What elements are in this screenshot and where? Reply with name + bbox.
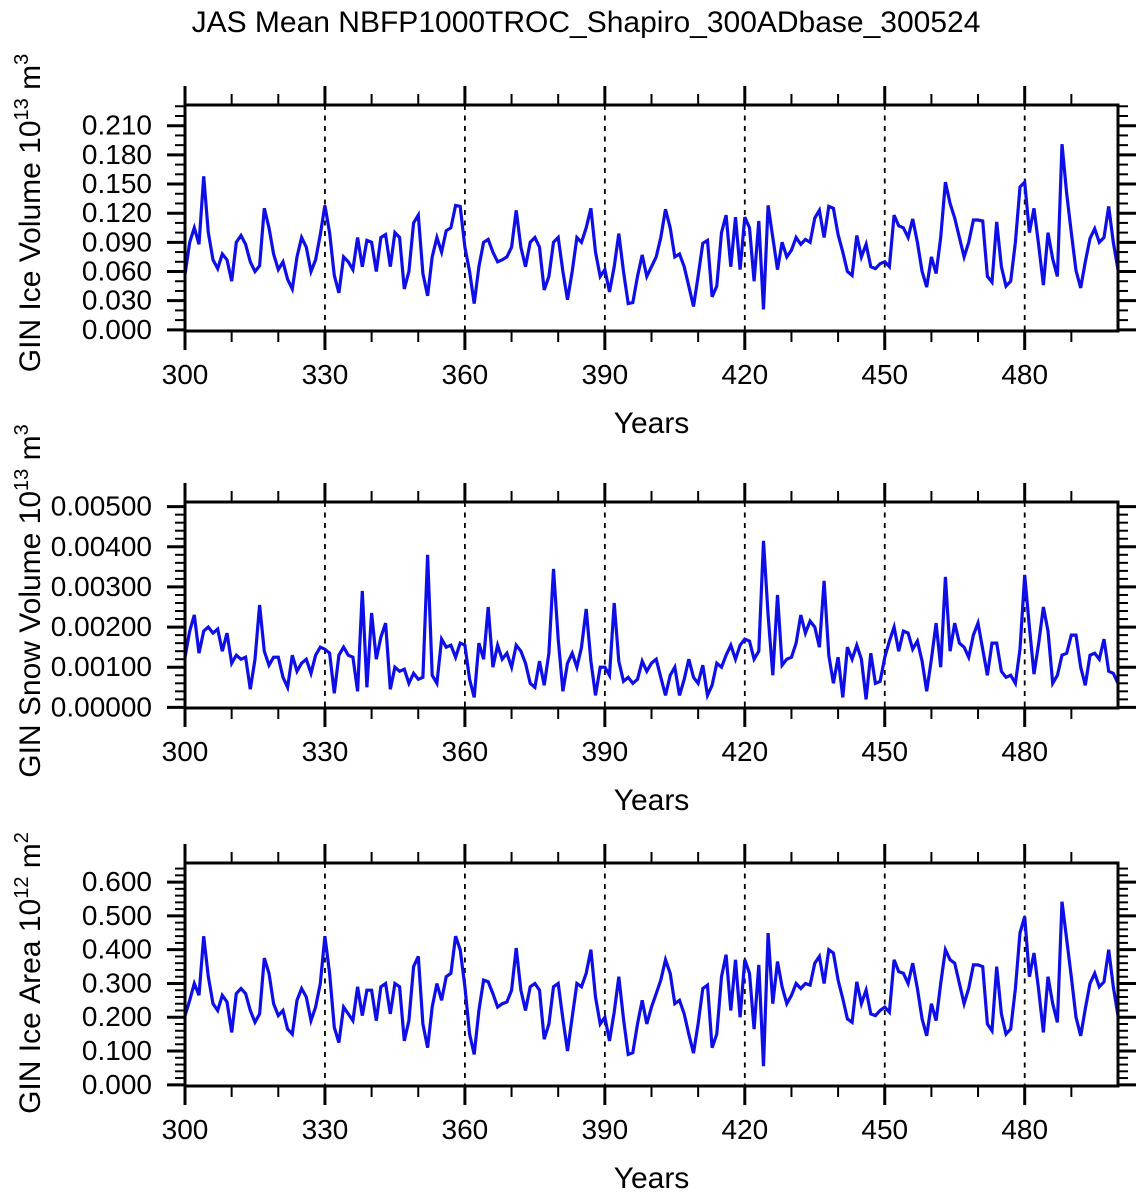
panel-gin-ice-area: 300 330 360 390 420 450 480 0.0000.1000.2000.30… [11,832,1136,1195]
gin-ice-volume-ylabel: GIN Ice Volume 1013 m3 [11,54,47,373]
gin-ice-volume-xtick-label: 450 [861,359,908,390]
gin-ice-volume-ytick-label: 0.150 [82,168,152,199]
gin-ice-volume-xtick-label: 390 [581,359,628,390]
gin-snow-volume-xtick-label: 480 [1001,736,1048,767]
gin-ice-area-xtick-label: 360 [442,1114,489,1145]
gin-snow-volume-ytick-label: 0.00400 [51,531,152,562]
gin-snow-volume-xlabel: Years [614,784,690,817]
gin-ice-volume-xtick-label: 420 [721,359,768,390]
panel-gin-snow-volume: 300 330 360 390 420 450 480 0.00000 0.00100 0.002… [11,424,1136,817]
gin-snow-volume-xtick-label: 360 [442,736,489,767]
gin-snow-volume-xtick-label: 330 [302,736,349,767]
gin-snow-volume-ylabel: GIN Snow Volume 1013 m3 [11,424,47,778]
gin-ice-area-xtick-label: 300 [162,1114,209,1145]
gin-ice-volume-ytick-label: 0.060 [82,256,152,287]
gin-ice-volume-ytick-label: 0.210 [82,110,152,141]
gin-snow-volume-xtick-label: 300 [162,736,209,767]
gin-ice-volume-ytick-label: 0.090 [82,226,152,257]
gin-snow-volume-frame [183,500,1120,710]
gin-ice-area-xlabel: Years [614,1162,690,1195]
gin-snow-volume-series [183,540,1120,701]
gin-ice-area-ytick-label: 0.500 [82,900,152,931]
gin-ice-area-ytick-label: 0.200 [82,1001,152,1032]
gin-ice-area-ytick-label: 0.100 [82,1035,152,1066]
gin-ice-area-ylabel: GIN Ice Area 1012 m2 [11,832,47,1114]
gin-ice-area-ytick-label: 0.600 [82,866,152,897]
gin-ice-volume-xtick-label: 330 [302,359,349,390]
gin-snow-volume-ytick-label: 0.00500 [51,491,152,522]
gin-snow-volume-xtick-label: 390 [581,736,628,767]
panel-gin-ice-volume: 300 330 360 390 420 450 480 0.0000.0300.0600.09… [11,54,1136,440]
gin-snow-volume-ytick-label: 0.00300 [51,571,152,602]
gin-ice-volume-ytick-label: 0.120 [82,197,152,228]
gin-ice-area-ytick-label: 0.400 [82,934,152,965]
gin-snow-volume-xtick-label: 420 [721,736,768,767]
gin-ice-area-series [183,901,1120,1067]
gin-ice-volume-series [183,144,1120,310]
gin-snow-volume-ytick-label: 0.00000 [51,691,152,722]
gin-ice-volume-ytick-label: 0.180 [82,139,152,170]
gin-ice-volume-ytick-label: 0.000 [82,314,152,345]
gin-snow-volume-xtick-label: 450 [861,736,908,767]
chart-title: JAS Mean NBFP1000TROC_Shapiro_300ADbase_… [191,6,981,39]
gin-snow-volume-ytick-label: 0.00100 [51,651,152,682]
gin-ice-area-xtick-label: 450 [861,1114,908,1145]
gin-ice-volume-xlabel: Years [614,407,690,440]
gin-ice-volume-ytick-label: 0.030 [82,285,152,316]
gin-ice-area-xtick-label: 330 [302,1114,349,1145]
gin-ice-area-ytick-label: 0.300 [82,967,152,998]
gin-ice-volume-xtick-label: 360 [442,359,489,390]
gin-ice-area-ytick-label: 0.000 [82,1069,152,1100]
gin-ice-area-xtick-label: 420 [721,1114,768,1145]
gin-ice-volume-xtick-label: 300 [162,359,209,390]
gin-ice-volume-xtick-label: 480 [1001,359,1048,390]
gin-ice-area-xtick-label: 480 [1001,1114,1048,1145]
gin-ice-area-xtick-label: 390 [581,1114,628,1145]
gin-snow-volume-ytick-label: 0.00200 [51,611,152,642]
